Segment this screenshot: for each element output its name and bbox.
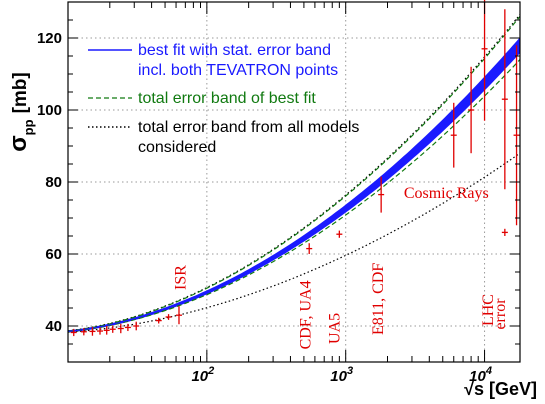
y-axis-subscript: pp (21, 119, 36, 135)
legend-label: incl. both TEVATRON points (138, 62, 338, 79)
x-axis-title: √s [GeV] (464, 379, 537, 399)
x-tick-base: 10 (191, 368, 208, 385)
x-tick-exponent: 3 (347, 365, 353, 377)
total-band-lower (67, 59, 521, 333)
annotation-label: UA5 (326, 313, 343, 344)
x-tick-label: 104 (469, 365, 492, 385)
x-tick-exponent: 2 (207, 365, 214, 377)
y-tick-label: 120 (37, 30, 62, 47)
x-tick-exponent: 4 (485, 365, 492, 377)
error-bands (67, 14, 521, 333)
legend-label: total error band from all models (138, 119, 359, 136)
annotation-label: E811, CDF (370, 263, 387, 335)
models-band-upper (67, 14, 521, 332)
x-tick-base: 10 (330, 368, 347, 385)
legend-label: considered (138, 139, 216, 156)
best-fit-line (67, 44, 521, 332)
y-tick-label: 80 (45, 174, 62, 191)
legend-label: best fit with stat. error band (138, 42, 331, 59)
x-tick-label: 102 (191, 365, 214, 385)
annotation-label: CDF, UA4 (298, 280, 315, 349)
y-tick-label: 100 (37, 102, 62, 119)
x-tick-label: 103 (330, 365, 353, 385)
y-tick-label: 60 (45, 246, 62, 263)
measurements (70, 0, 520, 337)
legend: best fit with stat. error band incl. both… (88, 42, 359, 156)
x-tick-base: 10 (469, 368, 486, 385)
total-band-upper (67, 16, 521, 332)
annotation-label: LHC (480, 294, 497, 326)
y-axis-title: σpp [mb] (5, 72, 36, 151)
legend-label: total error band of best fit (138, 90, 316, 107)
annotation-label: Cosmic Rays (404, 185, 489, 202)
annotation-label: error (492, 298, 509, 330)
y-axis-unit: [mb] (10, 72, 31, 113)
annotation-label: ISR (172, 265, 189, 290)
models-band-lower (67, 152, 521, 333)
y-tick-label: 40 (45, 318, 62, 335)
y-axis-sigma: σ (5, 135, 32, 151)
